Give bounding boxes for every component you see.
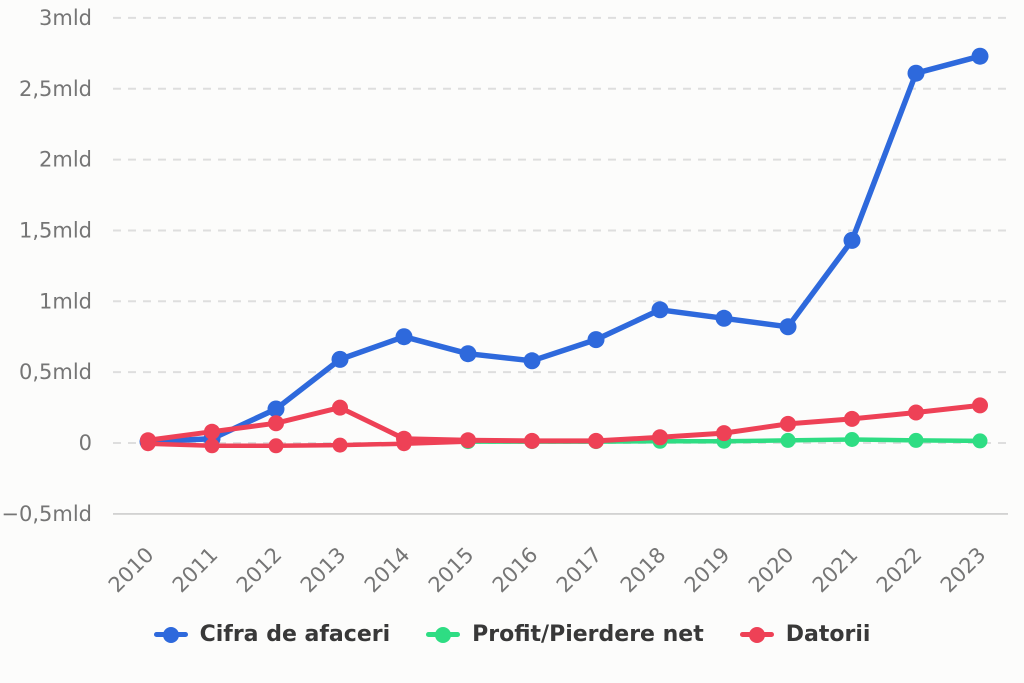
chart-legend: Cifra de afaceri Profit/Pierdere net Dat… xyxy=(0,622,1024,647)
svg-text:2017: 2017 xyxy=(552,543,607,598)
svg-text:0,5mld: 0,5mld xyxy=(19,360,92,384)
svg-text:2015: 2015 xyxy=(424,543,479,598)
svg-text:2018: 2018 xyxy=(616,543,671,598)
svg-text:2011: 2011 xyxy=(168,543,223,598)
legend-marker-datorii xyxy=(739,626,774,643)
svg-text:1mld: 1mld xyxy=(39,289,92,313)
legend-label-profit-pierdere-net: Profit/Pierdere net xyxy=(472,622,704,647)
svg-text:0: 0 xyxy=(79,431,92,455)
plot-area: 3mld 2,5mld 2mld 1,5mld 1mld 0,5mld 0 −0,5mld 20… xyxy=(1,6,1008,598)
svg-text:2012: 2012 xyxy=(232,543,287,598)
svg-text:−0,5mld: −0,5mld xyxy=(1,502,92,526)
svg-text:3mld: 3mld xyxy=(39,6,92,30)
svg-text:2010: 2010 xyxy=(104,543,159,598)
legend-marker-cifra-de-afaceri xyxy=(153,626,188,643)
svg-text:2019: 2019 xyxy=(680,543,735,598)
legend-label-datorii: Datorii xyxy=(785,622,871,647)
svg-text:1,5mld: 1,5mld xyxy=(19,219,92,243)
legend-item-datorii[interactable]: Datorii xyxy=(739,622,871,647)
legend-marker-profit-pierdere-net xyxy=(426,626,461,643)
svg-text:2023: 2023 xyxy=(936,543,991,598)
svg-text:2020: 2020 xyxy=(744,543,799,598)
legend-item-profit-pierdere-net[interactable]: Profit/Pierdere net xyxy=(426,622,704,647)
legend-label-cifra-de-afaceri: Cifra de afaceri xyxy=(199,622,391,647)
svg-text:2022: 2022 xyxy=(872,543,927,598)
svg-text:2mld: 2mld xyxy=(39,148,92,172)
svg-text:2,5mld: 2,5mld xyxy=(19,77,92,101)
legend-item-cifra-de-afaceri[interactable]: Cifra de afaceri xyxy=(153,622,391,647)
svg-text:2016: 2016 xyxy=(488,543,543,598)
svg-text:2014: 2014 xyxy=(360,543,415,598)
svg-text:2013: 2013 xyxy=(296,543,351,598)
svg-text:2021: 2021 xyxy=(808,543,863,598)
